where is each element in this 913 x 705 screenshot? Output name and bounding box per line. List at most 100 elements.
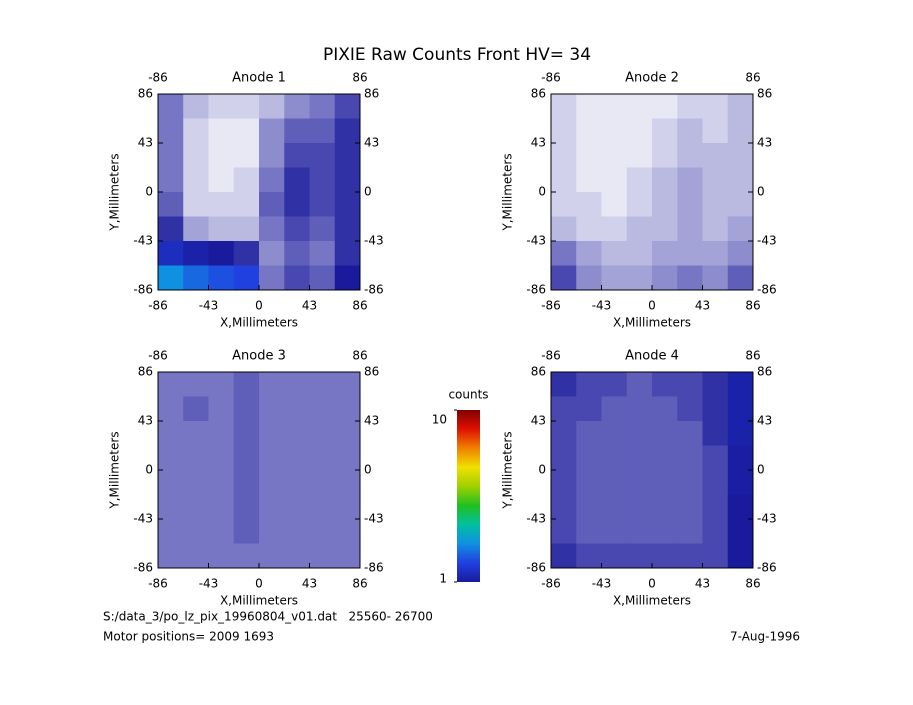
heat-cell (158, 372, 184, 397)
heat-cell (677, 167, 703, 193)
heat-cell (284, 216, 310, 242)
heat-cell (727, 118, 754, 144)
heat-cell (334, 143, 361, 168)
heat-cell (208, 143, 235, 168)
heat-cell (309, 143, 336, 168)
heat-cell (727, 494, 754, 520)
heat-cell (601, 216, 628, 242)
y2-tick-label: -86 (757, 561, 777, 575)
heat-cell (208, 241, 235, 266)
heat-cell (551, 265, 577, 291)
y-axis-label: Y,Millimeters (501, 153, 515, 231)
y-tick-label: 0 (145, 463, 153, 477)
heat-cell (727, 192, 754, 217)
heat-cell (727, 241, 754, 266)
heat-cell (158, 445, 184, 471)
heat-cell (309, 265, 336, 291)
heat-cell (626, 118, 653, 144)
panel-title: Anode 3 (232, 349, 286, 364)
y2-tick-label: -43 (364, 234, 384, 248)
x-axis-label: X,Millimeters (613, 594, 691, 608)
heat-cell (208, 421, 235, 446)
y2-tick-label: -86 (757, 283, 777, 297)
x2-tick-label: -86 (148, 71, 168, 85)
heat-cell (208, 265, 235, 291)
heat-cell (576, 94, 602, 119)
heat-cell (551, 94, 577, 119)
heat-cell (576, 216, 602, 242)
heat-cell (309, 470, 336, 495)
heat-cell (652, 470, 678, 495)
heat-cell (158, 470, 184, 495)
heat-cell (727, 543, 754, 569)
y-tick-label: 86 (138, 365, 153, 379)
heat-cell (626, 216, 653, 242)
heat-cell (183, 421, 209, 446)
x-tick-label: 0 (648, 299, 656, 313)
heat-cell (284, 494, 310, 520)
panel-title: Anode 1 (232, 71, 286, 86)
heat-cell (208, 519, 235, 544)
heat-cell (259, 396, 285, 422)
heat-cell (284, 445, 310, 471)
y-tick-label: -86 (526, 283, 546, 297)
heat-cell (576, 143, 602, 168)
heat-cell (208, 396, 235, 422)
heat-cell (259, 372, 285, 397)
y-tick-label: -86 (133, 283, 153, 297)
heat-cell (551, 118, 577, 144)
heat-cell (702, 421, 729, 446)
y-axis-label: Y,Millimeters (108, 431, 122, 509)
heat-cell (233, 216, 260, 242)
y-tick-label: 0 (538, 463, 546, 477)
heat-cell (551, 192, 577, 217)
x2-tick-label: 86 (745, 71, 760, 85)
x-tick-label: -43 (592, 577, 612, 591)
heat-cell (309, 216, 336, 242)
heat-cell (233, 118, 260, 144)
heat-cell (601, 372, 628, 397)
heat-cell (576, 543, 602, 569)
heat-cell (626, 192, 653, 217)
heat-cell (652, 519, 678, 544)
heat-cell (601, 519, 628, 544)
heat-cell (727, 519, 754, 544)
heat-cell (601, 494, 628, 520)
y2-tick-label: 43 (757, 414, 772, 428)
heat-cell (284, 421, 310, 446)
heat-cell (334, 470, 361, 495)
heat-cell (727, 265, 754, 291)
heat-cell (677, 216, 703, 242)
heat-cell (233, 241, 260, 266)
heat-cell (551, 216, 577, 242)
heat-cell (309, 396, 336, 422)
heat-cell (677, 494, 703, 520)
heat-cell (576, 118, 602, 144)
heat-cell (309, 118, 336, 144)
heat-cell (652, 494, 678, 520)
heat-cell (183, 372, 209, 397)
heat-cell (284, 265, 310, 291)
heat-cell (551, 421, 577, 446)
y2-tick-label: 43 (364, 136, 379, 150)
heat-cell (677, 470, 703, 495)
heat-cell (208, 94, 235, 119)
heat-cell (727, 372, 754, 397)
heat-cell (158, 519, 184, 544)
heat-cell (233, 265, 260, 291)
heat-cell (158, 216, 184, 242)
x-tick-label: 43 (695, 299, 710, 313)
y2-tick-label: -43 (757, 512, 777, 526)
heat-cell (626, 519, 653, 544)
heat-cell (601, 167, 628, 193)
heat-cell (702, 372, 729, 397)
heat-cell (259, 241, 285, 266)
heat-cell (334, 543, 361, 569)
heat-cell (702, 118, 729, 144)
heat-cell (158, 118, 184, 144)
heat-cell (284, 396, 310, 422)
heat-cell (208, 470, 235, 495)
heat-cell (233, 372, 260, 397)
heat-cell (158, 192, 184, 217)
